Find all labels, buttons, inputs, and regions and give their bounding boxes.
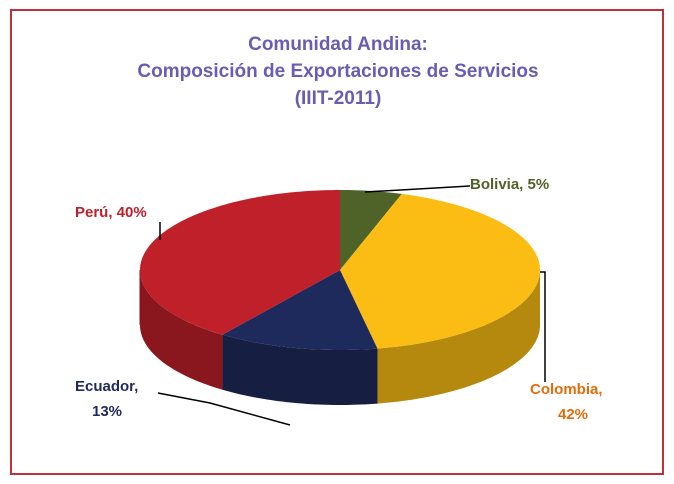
data-label: Bolivia, 5% [470, 176, 549, 193]
slice [340, 193, 540, 349]
data-label: Ecuador, [75, 378, 138, 395]
data-label: 13% [92, 403, 122, 420]
slice [340, 190, 402, 270]
chart-title: Composición de Exportaciones de Servicio… [137, 61, 538, 82]
chart-title: Comunidad Andina: [248, 34, 428, 55]
slice [140, 190, 340, 335]
leader-line [540, 271, 546, 382]
leader-line [364, 185, 471, 193]
slice-side [377, 270, 540, 404]
slice-side [140, 270, 223, 390]
data-label: 42% [558, 406, 588, 423]
slice-side [222, 334, 378, 405]
slice [222, 270, 378, 350]
leader-line [157, 392, 291, 426]
chart-title: (IIIT-2011) [295, 88, 382, 109]
data-label: Perú, 40% [75, 204, 147, 221]
data-label: Colombia, [530, 381, 603, 398]
